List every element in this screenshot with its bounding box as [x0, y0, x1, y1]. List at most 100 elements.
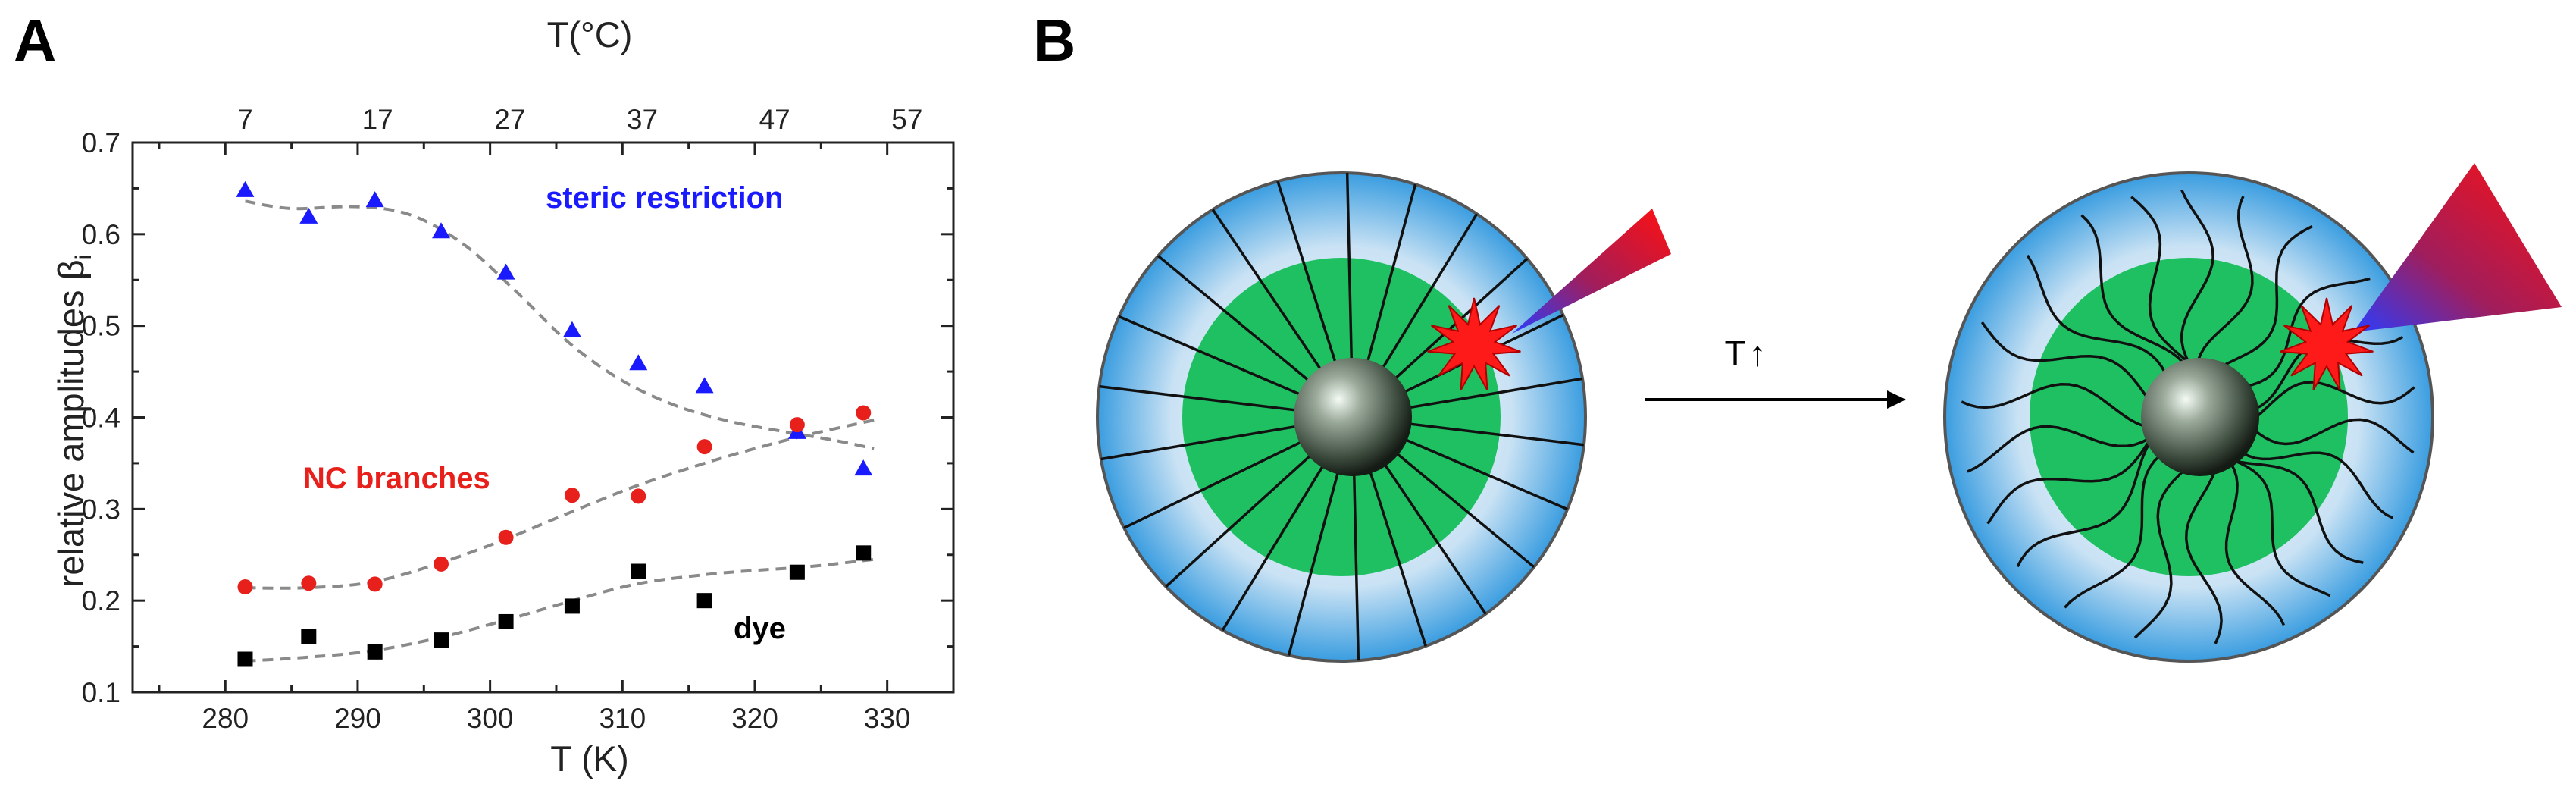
y-tick-label: 0.7 [82, 127, 121, 158]
data-point-circle [856, 405, 872, 421]
top-tick-label: 37 [627, 104, 658, 135]
data-point-square [631, 563, 646, 579]
fit-curve-square [245, 557, 875, 663]
temperature-increase-arrow: T↑ [1645, 334, 1906, 409]
ligand-chain [1961, 383, 2154, 430]
data-point-triangle [365, 191, 384, 208]
top-tick-label: 7 [237, 104, 253, 135]
top-tick-label: 57 [891, 104, 922, 135]
data-point-circle [498, 529, 514, 545]
ligand-chain [2130, 196, 2198, 372]
ligand-chain [1375, 213, 1479, 379]
ligand-chain [2244, 418, 2415, 454]
y-tick-label: 0.4 [82, 403, 121, 434]
ligand-chain [1387, 444, 1535, 569]
data-point-circle [696, 439, 712, 455]
ligand-chain [2212, 224, 2313, 373]
ligand-chain [1377, 453, 1487, 615]
y-tick-label: 0.1 [82, 677, 121, 708]
top-tick-label: 17 [362, 104, 393, 135]
ligand-chain [2026, 254, 2171, 384]
nanoparticle-core [1294, 358, 1412, 476]
fit-curves [245, 199, 875, 663]
y-tick-label: 0.3 [82, 494, 121, 525]
ligand-chain [1394, 434, 1568, 511]
ligand-chain [1986, 430, 2158, 525]
ligand-chain [1276, 180, 1341, 375]
data-points [236, 180, 873, 667]
ligand-chain [1211, 209, 1329, 381]
ligand-chain [1099, 384, 1308, 413]
data-point-square [856, 545, 872, 561]
data-point-triangle [562, 321, 581, 337]
ligand-chain [2080, 214, 2189, 372]
nanoparticle-core [2141, 358, 2259, 476]
emission-cone-icon [1512, 209, 1671, 334]
y-axis-title: relative amplitudes βi [51, 255, 96, 588]
ligand-chain [1123, 435, 1313, 529]
dye-star-icon [1427, 297, 1521, 390]
ligand-chain [1365, 459, 1427, 647]
ligand-chain [1980, 321, 2156, 409]
data-point-square [237, 651, 253, 667]
straight-ligand-chains [1099, 173, 1585, 661]
data-point-triangle [695, 377, 714, 394]
ligand-chain [1221, 455, 1331, 632]
particle-low-temperature [1096, 171, 1671, 663]
data-point-triangle [299, 207, 318, 224]
ligand-chain [2223, 454, 2331, 597]
ligand-chain [1397, 377, 1583, 411]
x-tick-label: 300 [467, 703, 514, 734]
y-tick-label: 0.5 [82, 311, 121, 342]
ligand-chain [2133, 461, 2194, 639]
ligand-chain [1287, 460, 1343, 656]
ligand-chain [2224, 456, 2364, 564]
data-point-triangle [236, 180, 255, 197]
ligand-chain [1157, 255, 1319, 390]
dye-star-icon [2280, 297, 2374, 390]
x-tick-label: 280 [202, 703, 249, 734]
ligand-chain [2246, 381, 2415, 425]
ligand-chain [2195, 196, 2254, 369]
data-point-circle [237, 579, 253, 595]
chart-axes: 280 290 300 310 320 330 7 17 27 37 47 57 0.1 0.2 0.3 0.… [82, 104, 955, 734]
data-point-circle [631, 488, 646, 504]
data-point-square [696, 593, 712, 609]
particle-high-temperature [1943, 163, 2562, 663]
top-tick-label: 27 [494, 104, 525, 135]
data-point-triangle [854, 459, 873, 476]
data-point-triangle [431, 222, 450, 239]
ligand-chain [2064, 449, 2168, 609]
ligand-chain [1967, 425, 2158, 473]
x-axis-title: T (K) [550, 738, 629, 779]
ligand-chain [2235, 277, 2371, 390]
ligand-chain [1345, 173, 1354, 372]
y-tick-label: 0.2 [82, 585, 121, 616]
ligand-chain [2235, 447, 2394, 519]
data-point-circle [433, 556, 449, 572]
x-tick-label: 330 [864, 703, 911, 734]
ligand-chain [2184, 462, 2223, 644]
data-point-triangle [496, 263, 515, 280]
data-point-square [433, 632, 449, 648]
ligand-chain [1165, 447, 1320, 588]
wavy-ligand-chains [1961, 189, 2415, 644]
ligand-chain [2016, 434, 2157, 568]
relative-amplitude-chart: 280 290 300 310 320 330 7 17 27 37 47 57 0.1 0.2 0.3 0.… [51, 14, 955, 779]
ligand-chain [1118, 315, 1312, 400]
y-tick-label: 0.6 [82, 219, 121, 250]
top-axis-title: T(°C) [547, 14, 633, 55]
emission-cone-icon [2353, 163, 2562, 332]
data-point-circle [564, 488, 580, 503]
x-tick-label: 320 [731, 703, 778, 734]
data-point-square [498, 613, 514, 629]
x-tick-label: 290 [334, 703, 381, 734]
fit-curve-triangle [245, 199, 875, 450]
ligand-chain [2180, 189, 2214, 373]
data-point-square [367, 644, 383, 660]
annotation-dye: dye [734, 612, 786, 645]
arrow-label: T↑ [1724, 334, 1766, 373]
data-point-square [564, 598, 580, 614]
x-tick-label: 310 [599, 703, 646, 734]
